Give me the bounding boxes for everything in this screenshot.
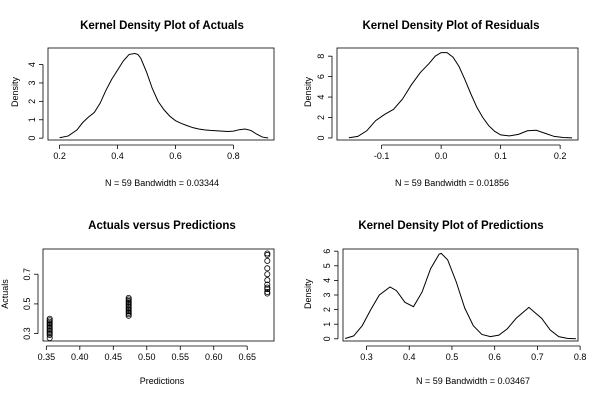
y-tick-label: 6	[322, 249, 332, 254]
x-tick-label: 0.60	[205, 352, 223, 362]
scatter-point	[264, 284, 271, 291]
x-tick-label: 0.50	[138, 352, 156, 362]
y-tick-label: 0.7	[22, 268, 32, 281]
panel-actuals-density: Kernel Density Plot of Actuals Density N…	[10, 20, 275, 188]
scatter-point	[264, 277, 271, 284]
x-tick-label: 0.35	[38, 352, 56, 362]
scatter-point	[264, 281, 271, 288]
y-tick-label: 2	[322, 307, 332, 312]
x-tick-label: -0.1	[374, 151, 390, 161]
y-tick-label: 3	[322, 292, 332, 297]
plot-frame	[47, 47, 275, 141]
plot-frame	[336, 47, 579, 141]
scatter-point	[46, 335, 53, 342]
y-tick-label: 4	[322, 278, 332, 283]
x-tick-label: 0.7	[531, 352, 544, 362]
y-tick-label: 0.3	[22, 327, 32, 340]
y-tick-label: 0	[27, 136, 37, 141]
scatter-point	[46, 315, 53, 322]
x-tick-label: 0.40	[71, 352, 89, 362]
y-tick-label: 0.5	[22, 298, 32, 311]
y-tick-label: 4	[27, 62, 37, 67]
x-tick-label: 0.8	[227, 151, 240, 161]
x-tick-label: 0.8	[574, 352, 587, 362]
y-axis-label: Density	[10, 76, 20, 107]
x-axis-label: N = 59 Bandwidth = 0.01856	[395, 178, 509, 188]
x-tick-label: 0.45	[105, 352, 123, 362]
x-tick-label: 0.6	[488, 352, 501, 362]
x-axis-label: N = 59 Bandwidth = 0.03344	[105, 178, 219, 188]
x-tick-label: 0.55	[171, 352, 189, 362]
chart-title: Kernel Density Plot of Residuals	[362, 20, 539, 32]
plot-frame	[42, 248, 275, 342]
x-tick-label: 0.3	[360, 352, 373, 362]
y-tick-label: 3	[27, 80, 37, 85]
panel-predictions-density: Kernel Density Plot of Predictions Densi…	[303, 220, 586, 386]
scatter-point	[264, 289, 271, 296]
y-axis-label: Actuals	[0, 279, 10, 309]
y-axis-label: Density	[303, 278, 313, 309]
scatter-point	[264, 265, 271, 272]
x-tick-label: 0.2	[53, 151, 66, 161]
x-axis-label: N = 59 Bandwidth = 0.03467	[416, 376, 530, 386]
scatter-point	[264, 257, 271, 264]
x-tick-label: 0.4	[111, 151, 124, 161]
x-tick-label: 0.65	[238, 352, 256, 362]
y-tick-label: 8	[316, 54, 326, 59]
density-curve	[348, 52, 573, 139]
x-tick-label: 0.1	[494, 151, 507, 161]
panel-actuals-vs-predictions: Actuals versus Predictions Actuals Predi…	[0, 220, 275, 386]
scatter-point	[125, 294, 132, 301]
y-tick-label: 5	[322, 263, 332, 268]
x-tick-label: 0.4	[403, 352, 416, 362]
scatter-point	[264, 250, 271, 257]
y-tick-label: 1	[27, 117, 37, 122]
x-axis-label: Predictions	[140, 376, 185, 386]
x-tick-label: 0.2	[554, 151, 567, 161]
y-tick-label: 0	[322, 336, 332, 341]
density-curve	[344, 252, 576, 340]
y-axis-label: Density	[303, 76, 313, 107]
plot-frame	[342, 248, 579, 342]
y-tick-label: 1	[322, 322, 332, 327]
y-tick-label: 4	[316, 95, 326, 100]
x-tick-label: 0.5	[446, 352, 459, 362]
y-tick-label: 6	[316, 74, 326, 79]
chart-title: Kernel Density Plot of Actuals	[80, 20, 244, 32]
x-tick-label: 0.6	[169, 151, 182, 161]
scatter-point	[264, 271, 271, 278]
chart-title: Kernel Density Plot of Predictions	[358, 220, 543, 232]
chart-title: Actuals versus Predictions	[88, 220, 236, 232]
density-curve	[59, 53, 269, 139]
x-tick-label: 0.0	[435, 151, 448, 161]
y-tick-label: 2	[316, 115, 326, 120]
panel-residuals-density: Kernel Density Plot of Residuals Density…	[303, 20, 579, 188]
y-tick-label: 0	[316, 135, 326, 140]
y-tick-label: 2	[27, 99, 37, 104]
